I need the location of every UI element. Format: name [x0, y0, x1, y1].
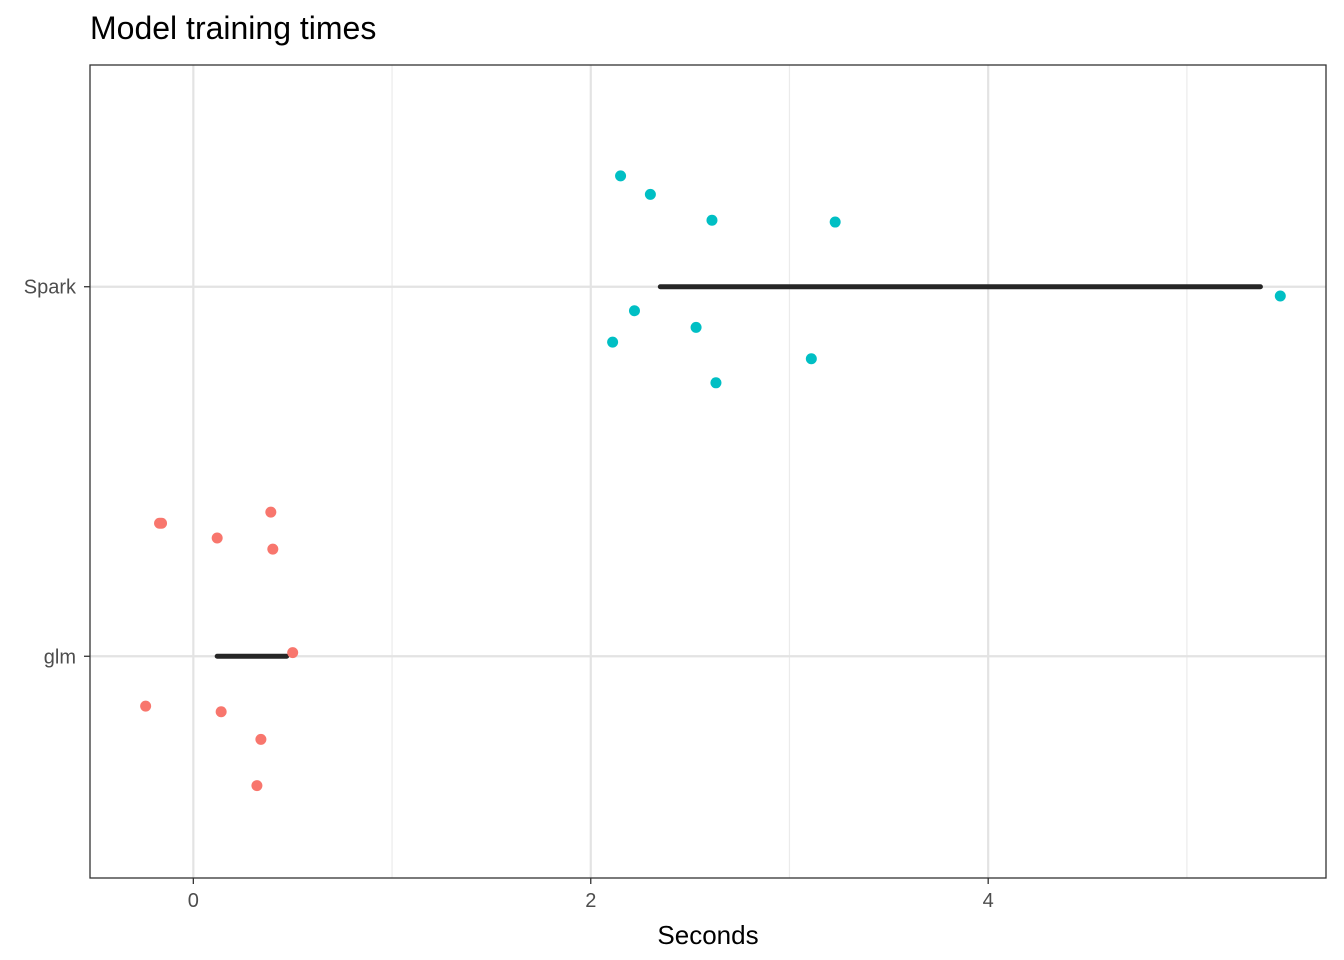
- data-point: [805, 353, 817, 365]
- y-tick-label: Spark: [24, 277, 77, 299]
- data-point: [628, 305, 640, 317]
- grid-layer: [90, 65, 1326, 878]
- points-layer: [140, 170, 1286, 792]
- data-point: [265, 506, 277, 518]
- data-point: [710, 377, 722, 389]
- axis-layer: 0 2 4 glm Spark: [24, 277, 994, 912]
- x-tick-label: 4: [983, 890, 994, 912]
- data-point: [644, 188, 656, 200]
- data-point: [287, 647, 299, 659]
- chart-title: Model training times: [90, 10, 377, 46]
- summary-layer: [214, 284, 1263, 659]
- x-axis-title: Seconds: [657, 920, 758, 950]
- data-point: [215, 706, 227, 718]
- data-point: [156, 517, 168, 529]
- data-point: [1274, 290, 1286, 302]
- x-tick-label: 2: [585, 890, 596, 912]
- data-point: [251, 780, 263, 792]
- data-point: [829, 216, 841, 228]
- data-point: [607, 336, 619, 348]
- data-point: [706, 214, 718, 226]
- panel-border: [89, 64, 1327, 879]
- data-point: [267, 543, 279, 555]
- x-tick-label: 0: [188, 890, 199, 912]
- data-point: [255, 733, 267, 745]
- data-point: [615, 170, 627, 182]
- data-point: [140, 700, 152, 712]
- data-point: [211, 532, 223, 544]
- y-tick-label: glm: [44, 646, 76, 668]
- data-point: [690, 321, 702, 333]
